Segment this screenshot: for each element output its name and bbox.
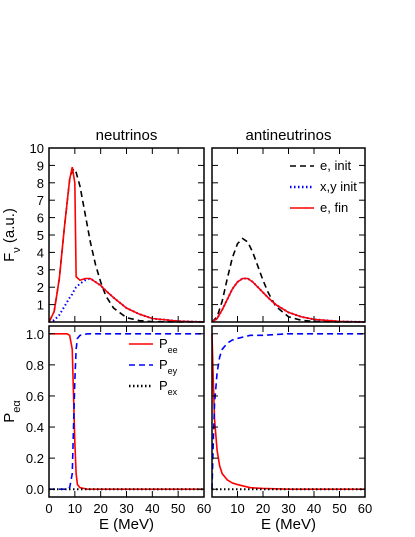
y-tick-label: 4	[37, 245, 44, 260]
legend-label: e, fin	[320, 200, 348, 215]
legend-name: P	[159, 336, 168, 351]
x-tick-label: 10	[230, 501, 244, 516]
y-tick-label: 0.2	[26, 451, 44, 466]
panel: 1 2 3 4 5 6 7 8 9 10 neutrinos Fν (a.u.)	[1, 127, 205, 323]
x-tick-label: 50	[332, 501, 346, 516]
panel-title: antineutrinos	[246, 127, 332, 144]
legend-name: P	[159, 357, 168, 372]
y-tick-label: 2	[37, 280, 44, 295]
panel-title: neutrinos	[96, 127, 158, 144]
y-tick-label: 10	[30, 141, 44, 156]
series-line	[48, 277, 205, 323]
x-tick-label: 50	[171, 501, 185, 516]
plot-frame	[48, 147, 205, 323]
legend-label: x,y init	[320, 179, 357, 194]
plot-frame	[211, 147, 366, 323]
x-tick-label: 30	[281, 501, 295, 516]
legend-name: x,y init	[320, 179, 357, 194]
y-axis-label-sub: ν	[11, 247, 23, 253]
y-axis-label: Peα	[1, 400, 23, 423]
legend-name-sub: ey	[168, 366, 178, 376]
y-axis-label: Fν (a.u.)	[1, 208, 23, 262]
y-axis-label-main: F	[1, 253, 18, 262]
legend-label: Pex	[159, 378, 178, 397]
legend-label: e, init	[320, 158, 351, 173]
x-tick-label: 60	[197, 501, 211, 516]
x-tick-label: 10	[68, 501, 82, 516]
x-tick-label: 40	[145, 501, 159, 516]
x-tick-label: 40	[307, 501, 321, 516]
panel: antineutrinos e, init x,y init e, fin	[211, 127, 366, 323]
x-axis-label: E (MeV)	[261, 516, 316, 533]
y-tick-label: 0.4	[26, 420, 44, 435]
legend-name-sub: ex	[168, 387, 178, 397]
panel: 10 20 30 40 50 60 E (MeV)	[211, 325, 372, 533]
legend-name-sub: ee	[168, 345, 178, 355]
legend-name: e, init	[320, 158, 351, 173]
panel: 0 10 20 30 40 50 60 0.0 0.2 0.4 0.6 0.8 1.0 E (MeV) Pe…	[1, 325, 211, 533]
plot-frame	[211, 325, 366, 498]
x-tick-label: 0	[45, 501, 52, 516]
series-line	[211, 333, 365, 491]
series-line	[49, 332, 204, 491]
y-tick-label: 5	[37, 228, 44, 243]
y-tick-label: 1	[37, 298, 44, 313]
y-tick-label: 7	[37, 193, 44, 208]
y-tick-label: 3	[37, 263, 44, 278]
series-line	[211, 277, 366, 323]
x-tick-label: 60	[358, 501, 372, 516]
x-tick-label: 20	[256, 501, 270, 516]
legend-label: Pey	[159, 357, 178, 376]
y-axis-label-sub: eα	[11, 400, 23, 413]
y-tick-label: 8	[37, 176, 44, 191]
y-axis-label-rest: (a.u.)	[1, 208, 18, 247]
series-line	[49, 332, 204, 491]
legend-label: Pee	[159, 336, 178, 355]
x-tick-label: 30	[119, 501, 133, 516]
series-line	[48, 167, 204, 323]
y-axis-label-main: P	[1, 413, 18, 423]
series-line	[48, 166, 205, 323]
x-axis-label: E (MeV)	[99, 516, 154, 533]
series-line	[211, 237, 365, 323]
y-tick-label: 0.8	[26, 358, 44, 373]
y-tick-label: 9	[37, 158, 44, 173]
x-tick-label: 20	[93, 501, 107, 516]
series-line	[211, 332, 365, 490]
legend-name: P	[159, 378, 168, 393]
y-tick-label: 1.0	[26, 327, 44, 342]
legend-name: e, fin	[320, 200, 348, 215]
y-tick-label: 0.6	[26, 389, 44, 404]
y-tick-label: 6	[37, 211, 44, 226]
y-tick-label: 0.0	[26, 482, 44, 497]
